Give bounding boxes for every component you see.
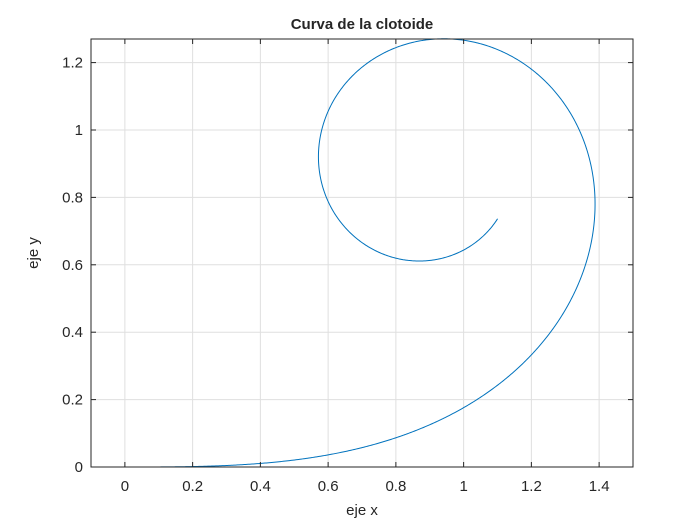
y-tick-label: 1: [75, 122, 83, 139]
x-tick-label: 0.6: [318, 478, 339, 495]
x-tick-label: 0: [121, 478, 129, 495]
y-tick-label: 0.2: [62, 392, 83, 409]
x-tick-label: 1.4: [589, 478, 610, 495]
y-tick-label: 0.4: [62, 324, 83, 341]
y-tick-label: 1.2: [62, 55, 83, 72]
axes-box: [90, 38, 634, 468]
y-tick-label: 0: [75, 459, 83, 476]
chart-title: Curva de la clotoide: [291, 16, 434, 33]
x-tick-label: 0.4: [250, 478, 271, 495]
x-tick-label: 0.8: [385, 478, 406, 495]
y-tick-label: 0.8: [62, 189, 83, 206]
y-tick-labels: 0 0.2 0.4 0.6 0.8 1 1.2: [62, 55, 83, 476]
x-tick-labels: 0 0.2 0.4 0.6 0.8 1 1.2 1.4: [121, 478, 610, 495]
x-axis-label: eje x: [346, 502, 378, 519]
clothoid-curve-line: [124, 38, 596, 468]
y-tick-label: 0.6: [62, 257, 83, 274]
y-axis-label: eje y: [25, 237, 42, 269]
x-tick-label: 1.2: [521, 478, 542, 495]
x-tick-label: 0.2: [182, 478, 203, 495]
tick-marks: [91, 39, 633, 468]
plot-area: [91, 39, 633, 467]
x-tick-label: 1: [459, 478, 467, 495]
